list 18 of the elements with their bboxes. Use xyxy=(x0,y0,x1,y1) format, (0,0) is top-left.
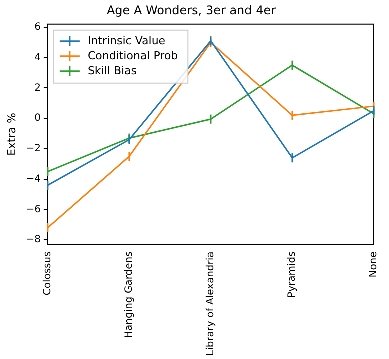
chart-title: Age A Wonders, 3er and 4er xyxy=(106,3,276,18)
y-tick-label: −4 xyxy=(26,174,41,185)
x-tick-label: Hanging Gardens xyxy=(124,252,136,339)
y-tick-label: 2 xyxy=(34,82,41,94)
y-tick-label: 4 xyxy=(34,52,41,64)
legend-label: Conditional Prob xyxy=(88,49,178,62)
y-axis-title: Extra % xyxy=(5,113,18,156)
x-tick-label: Colossus xyxy=(42,252,54,296)
y-tick-label: −2 xyxy=(26,144,41,155)
x-tick-label: Library of Alexandria xyxy=(206,252,217,356)
y-tick-label: −8 xyxy=(26,234,41,246)
y-tick-label: −6 xyxy=(26,204,41,216)
x-tick-label: None xyxy=(368,252,380,278)
legend-label: Intrinsic Value xyxy=(88,34,166,48)
legend-label: Skill Bias xyxy=(88,64,138,78)
y-tick-label: 6 xyxy=(34,22,41,34)
y-tick-label: 0 xyxy=(34,113,41,124)
x-tick-label: Pyramids xyxy=(287,252,298,298)
